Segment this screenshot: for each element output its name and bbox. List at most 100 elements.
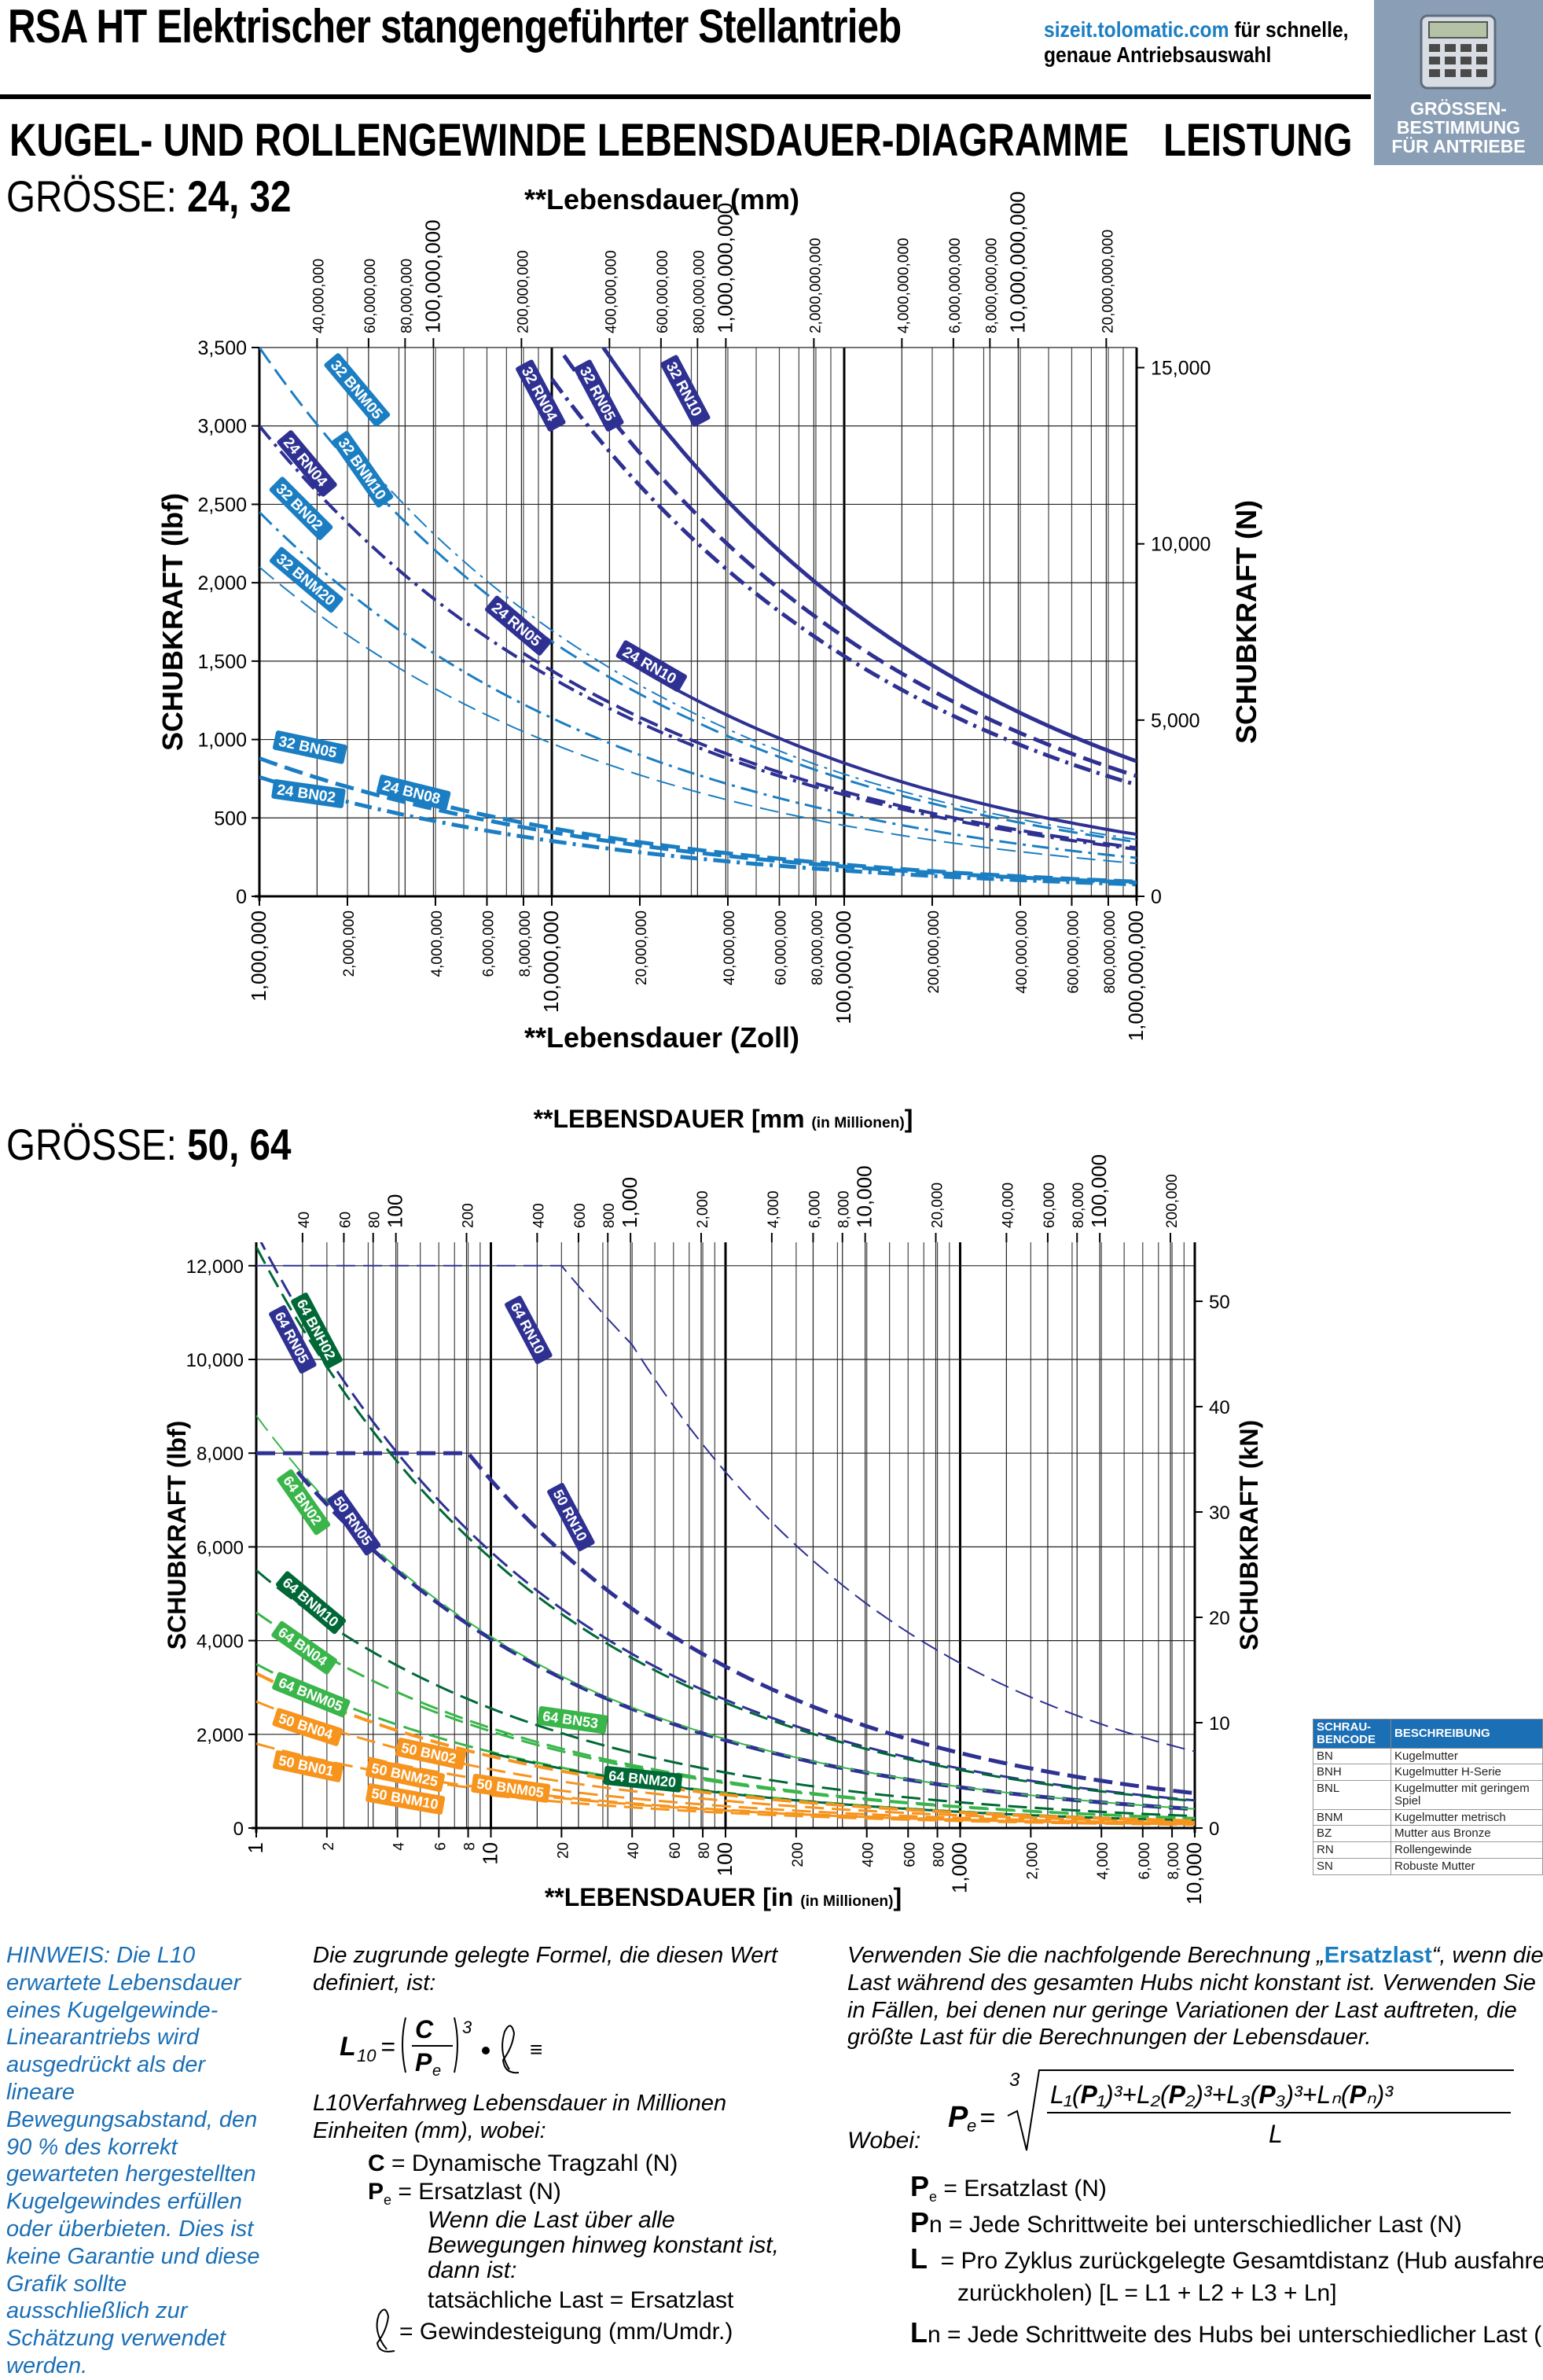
legend-code: BZ: [1313, 1825, 1391, 1842]
bottom-axis-title-part: **Lebensdauer (Zoll): [524, 1021, 799, 1054]
sizing-label-1: GRÖSSEN-: [1410, 98, 1507, 119]
x2-tick-label: 600: [572, 1203, 589, 1228]
def-pn: Pn = Jede Schrittweite bei unterschiedli…: [910, 2206, 1462, 2239]
series-label-32-rn04: 32 RN04: [516, 359, 566, 432]
x2-tick-label: 80,000,000: [399, 259, 415, 333]
svg-text:L: L: [1269, 2120, 1283, 2148]
top-axis-title-part: **LEBENSDAUER [mm: [534, 1105, 812, 1133]
equivalent-load-term: Ersatzlast: [1324, 1943, 1432, 1968]
x-tick-label: 2,000: [1024, 1842, 1041, 1880]
top-axis-title: **Lebensdauer (mm): [524, 183, 799, 215]
x2-tick-label: 8,000,000,000: [983, 237, 1000, 333]
series-label-bg: [277, 430, 337, 497]
legend-row: BN Kugelmutter: [1313, 1747, 1543, 1765]
series-line-32-rn10: [601, 348, 1137, 763]
sizing-badge[interactable]: GRÖSSEN- BESTIMMUNG FÜR ANTRIEBE: [1374, 0, 1543, 165]
x2-tick-label: 60: [337, 1212, 354, 1228]
series-line-50-bn02: [256, 1700, 1195, 1823]
y-tick-label: 1,000: [197, 730, 247, 752]
legend-row: RN Rollengewinde: [1313, 1841, 1543, 1859]
legend-header-code: SCHRAU-BENCODE: [1313, 1719, 1391, 1749]
x2-tick-label: 200,000,000: [515, 250, 531, 333]
x-tick-label: 80,000,000: [810, 910, 826, 985]
series-label-50-rn10: 50 RN10: [547, 1483, 595, 1551]
x-tick-label: 1,000: [948, 1842, 972, 1893]
sizing-url[interactable]: sizeit.tolomatic.com: [1044, 17, 1229, 42]
svg-text:L₁(P₁)³+L₂(P₂)³+L₃(P₃)³+Lₙ(Pₙ): L₁(P₁)³+L₂(P₂)³+L₃(P₃)³+Lₙ(Pₙ)³: [1050, 2080, 1394, 2109]
hint-note: HINWEIS: Die L10 erwartete Lebensdauer e…: [6, 1943, 260, 2378]
series-label-text: 50 BN04: [277, 1710, 335, 1742]
x-tick-label: 40,000,000: [722, 910, 738, 985]
x-tick-label: 6,000,000: [480, 910, 497, 977]
x2-tick-label: 4,000,000,000: [895, 237, 912, 333]
section-subtitle: KUGEL- UND ROLLENGEWINDE LEBENSDAUER-DIA…: [9, 115, 1130, 166]
x2-tick-label: 800,000,000: [691, 250, 707, 333]
series-line-50-bn04: [256, 1672, 1195, 1823]
x-tick-label: 2,000,000: [341, 910, 358, 977]
top-axis-title: **LEBENSDAUER [mm (in Millionen)]: [534, 1105, 913, 1133]
svg-text:3: 3: [462, 2018, 472, 2037]
svg-text:10: 10: [357, 2046, 377, 2065]
x2-tick-label: 1,000,000,000: [713, 203, 737, 333]
x2-tick-label: 100,000: [1087, 1154, 1111, 1228]
series-label-text: 32 BNM05: [327, 358, 386, 423]
series-label-bg: [271, 1620, 337, 1675]
x-tick-label: 400,000,000: [1014, 910, 1031, 994]
sizing-link-text[interactable]: sizeit.tolomatic.com für schnelle, genau…: [1044, 17, 1349, 68]
bottom-axis-title-part: (in Millionen): [800, 1893, 893, 1910]
lead-definition: = Gewindesteigung (mm/Umdr.): [399, 2318, 733, 2345]
series-label-bg: [276, 1571, 347, 1635]
series-line-64-bnm10: [256, 1569, 1195, 1818]
y-tick-label: 2,500: [197, 494, 247, 516]
chart1-size-values: 24, 32: [187, 171, 292, 221]
legend-code: BNL: [1313, 1780, 1391, 1810]
series-line-32-rn05: [562, 354, 1137, 778]
y-tick-label: 0: [233, 1819, 244, 1840]
top-axis-title-part: **Lebensdauer (mm): [524, 183, 799, 215]
calculator-icon: [1420, 14, 1497, 90]
series-label-bg: [271, 778, 346, 808]
x-tick-label: 20: [555, 1842, 571, 1859]
legend-desc: Robuste Mutter: [1391, 1857, 1543, 1875]
series-label-bg: [376, 774, 451, 811]
series-label-bg: [485, 595, 552, 656]
series-line-32-rn04: [549, 377, 1137, 787]
series-label-bg: [366, 1783, 446, 1815]
series-label-bg: [327, 1489, 381, 1556]
series-line-32-bnm20: [259, 566, 1137, 865]
y-tick-label: 4,000: [197, 1631, 244, 1653]
series-label-32-bnm05: 32 BNM05: [324, 353, 391, 427]
def-pe: Pe = Ersatzlast (N): [910, 2170, 1107, 2205]
y-tick-label: 3,500: [197, 337, 247, 359]
x2-tick-label: 1,000: [618, 1177, 641, 1228]
x-tick-label: 8,000,000: [517, 910, 534, 977]
x-tick-label: 4: [391, 1842, 408, 1851]
y2-tick-label: 40: [1209, 1397, 1230, 1418]
x2-tick-label: 200: [461, 1203, 477, 1228]
series-label-bg: [270, 546, 344, 613]
x2-tick-label: 6,000,000,000: [947, 237, 964, 333]
series-line-24-bn02: [259, 775, 1137, 887]
x2-tick-label: 40,000,000: [310, 259, 327, 333]
def-l: L = Pro Zyklus zurückgelegte Gesamtdista…: [910, 2242, 1543, 2275]
x2-tick-label: 10,000,000,000: [1005, 191, 1029, 333]
x-tick-label: 1,000,000: [247, 910, 270, 1002]
lead-symbol: [376, 2308, 395, 2352]
x2-tick-label: 10,000: [853, 1165, 876, 1228]
legend-desc: Kugelmutter metrisch: [1391, 1808, 1543, 1826]
series-line-24-rn05: [522, 652, 1137, 850]
series-label-64-bn53: 64 BN53: [537, 1705, 608, 1734]
svg-text:P: P: [415, 2048, 432, 2077]
x-tick-label: 600,000,000: [1065, 910, 1082, 994]
series-label-24-rn05: 24 RN05: [485, 595, 552, 656]
svg-text:P: P: [948, 2101, 968, 2134]
x-tick-label: 60: [667, 1842, 684, 1859]
sizing-url-rest: für schnelle,: [1229, 17, 1349, 42]
series-label-bg: [603, 1765, 683, 1793]
series-label-bg: [537, 1705, 608, 1734]
x-tick-label: 60,000,000: [773, 910, 789, 985]
series-line-32-bn02: [259, 511, 1137, 859]
x-tick-label: 800,000,000: [1102, 910, 1119, 994]
legend-desc: Mutter aus Bronze: [1391, 1825, 1543, 1842]
x-tick-label: 1,000,000,000: [1124, 910, 1148, 1041]
